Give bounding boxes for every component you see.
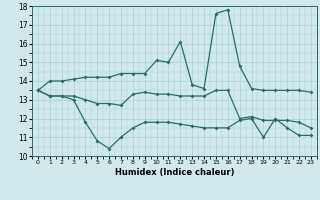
X-axis label: Humidex (Indice chaleur): Humidex (Indice chaleur) [115,168,234,177]
